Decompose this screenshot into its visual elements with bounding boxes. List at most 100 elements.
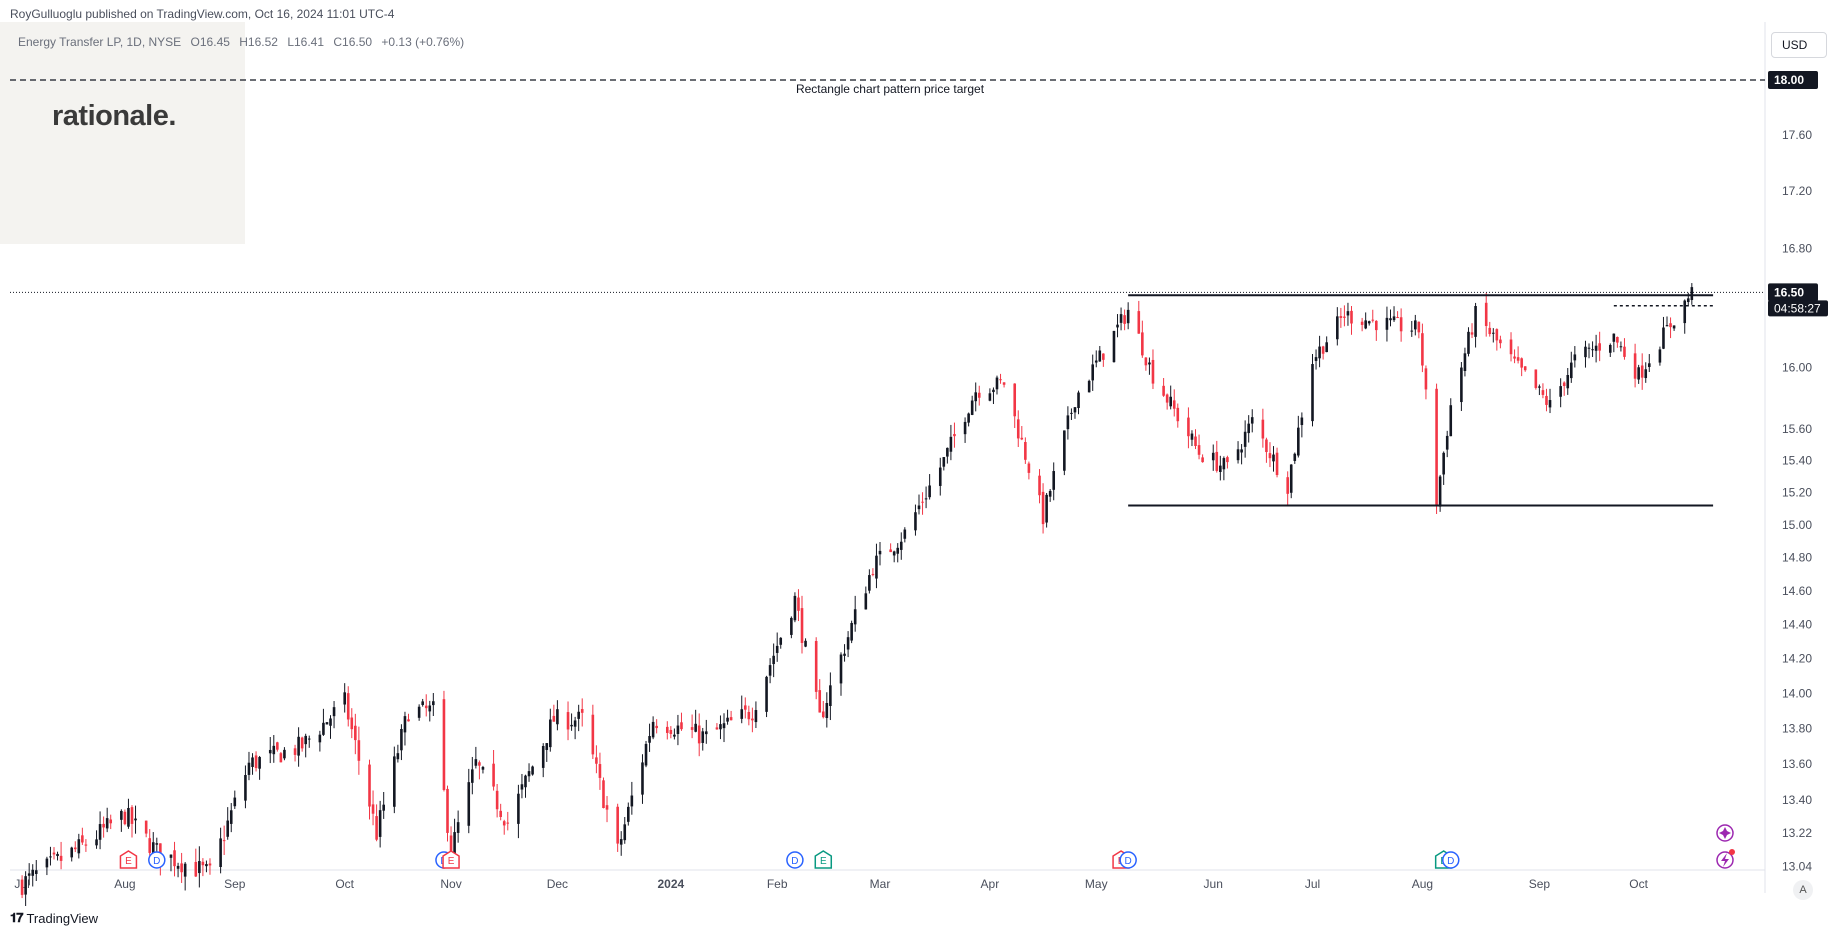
- candle-body: [127, 807, 130, 827]
- candle-body: [843, 653, 846, 656]
- time-tick-label: Nov: [440, 877, 461, 891]
- notification-dot: [1729, 849, 1735, 855]
- candle-body: [1467, 331, 1470, 354]
- candle-body: [1300, 417, 1304, 426]
- candle-body: [1041, 491, 1045, 525]
- candle-body: [1562, 382, 1566, 387]
- candle-body: [520, 784, 524, 790]
- event-label: D: [153, 856, 160, 867]
- candle-body: [506, 822, 510, 824]
- candle-body: [814, 641, 818, 692]
- candle-body: [247, 762, 251, 775]
- tradingview-footer-logo[interactable]: 𝟏𝟕 TradingView: [10, 910, 98, 926]
- candle-body: [1219, 465, 1222, 473]
- candle-body: [715, 727, 719, 730]
- candle-body: [616, 806, 619, 844]
- candle-body: [680, 722, 683, 730]
- candle-body: [556, 709, 559, 725]
- candle-body: [1137, 311, 1141, 334]
- candle-body: [474, 759, 478, 766]
- time-tick-label: Feb: [767, 877, 788, 891]
- candle-body: [605, 805, 609, 810]
- candle-body: [644, 743, 648, 766]
- candle-body: [208, 863, 212, 866]
- candle-body: [1311, 364, 1314, 422]
- candle-body: [903, 529, 907, 539]
- candle-body: [743, 705, 747, 710]
- candle-body: [1321, 346, 1325, 354]
- candle-body: [598, 764, 602, 778]
- candle-body: [1343, 316, 1346, 318]
- tradingview-icon: 𝟏𝟕: [10, 910, 24, 925]
- candle-body: [371, 804, 375, 814]
- candle-body: [1240, 449, 1243, 453]
- candle-body: [1399, 317, 1403, 332]
- sparkle-icon: [1719, 827, 1731, 839]
- candle-body: [825, 702, 829, 719]
- candle-body: [665, 726, 669, 733]
- candle-body: [1336, 316, 1339, 340]
- ohlc-open: O16.45: [190, 35, 230, 49]
- symbol-name[interactable]: Energy Transfer LP, 1D, NYSE: [18, 35, 182, 49]
- time-tick-label: Apr: [981, 877, 1000, 891]
- candle-body: [428, 705, 432, 712]
- candle-body: [268, 749, 272, 754]
- candle-body: [1669, 323, 1672, 328]
- candle-body: [130, 807, 134, 824]
- candle-body: [651, 721, 655, 738]
- candle-body: [442, 699, 446, 790]
- candle-body: [1623, 346, 1626, 357]
- candle-body: [800, 608, 804, 643]
- candle-body: [1318, 346, 1321, 359]
- candle-body: [1513, 356, 1516, 359]
- candle-body: [1119, 314, 1123, 323]
- symbol-info[interactable]: Energy Transfer LP, 1D, NYSE O16.45 H16.…: [18, 35, 470, 49]
- candle-body: [1016, 419, 1020, 439]
- candle-body: [577, 711, 580, 719]
- candle-body: [673, 734, 676, 737]
- candle-body: [719, 724, 722, 730]
- candle-body: [1141, 332, 1144, 356]
- candle-body: [1045, 494, 1048, 523]
- candle-body: [1038, 475, 1041, 496]
- candle-body: [354, 725, 357, 741]
- candle-body: [1545, 395, 1548, 405]
- currency-button[interactable]: USD: [1771, 32, 1827, 58]
- candle-body: [573, 720, 577, 727]
- candle-body: [471, 769, 474, 783]
- candle-body: [878, 550, 882, 555]
- candle-body: [1048, 490, 1052, 497]
- event-label: D: [1447, 856, 1454, 867]
- candle-body: [1385, 317, 1389, 330]
- candle-body: [1488, 327, 1492, 335]
- candle-body: [517, 793, 520, 824]
- candle-body: [1272, 454, 1275, 462]
- candle-body: [864, 593, 868, 610]
- candle-body: [1297, 427, 1300, 456]
- candle-body: [332, 707, 336, 717]
- candle-body: [942, 457, 946, 467]
- candle-body: [655, 725, 658, 729]
- candle-body: [1172, 400, 1176, 409]
- price-tick-label: 14.00: [1782, 686, 1812, 700]
- candle-body: [1499, 339, 1502, 344]
- auto-scale-button[interactable]: A: [1793, 880, 1813, 900]
- candle-body: [499, 810, 502, 817]
- candle-body: [144, 820, 148, 834]
- candle-body: [676, 725, 680, 734]
- last-price-tag-bg: [1768, 283, 1818, 302]
- candle-body: [1523, 366, 1527, 371]
- candle-body: [1594, 345, 1598, 351]
- candle-body: [318, 734, 322, 743]
- candle-body: [1165, 394, 1169, 403]
- candle-body: [595, 757, 598, 764]
- candle-body: [1633, 353, 1637, 379]
- candle-body: [322, 722, 325, 735]
- candle-body: [963, 421, 967, 435]
- candle-body: [1612, 333, 1616, 342]
- candle-body: [1495, 329, 1499, 341]
- candle-body: [1187, 417, 1190, 437]
- time-tick-label: 2024: [657, 877, 684, 891]
- candle-body: [1449, 405, 1453, 437]
